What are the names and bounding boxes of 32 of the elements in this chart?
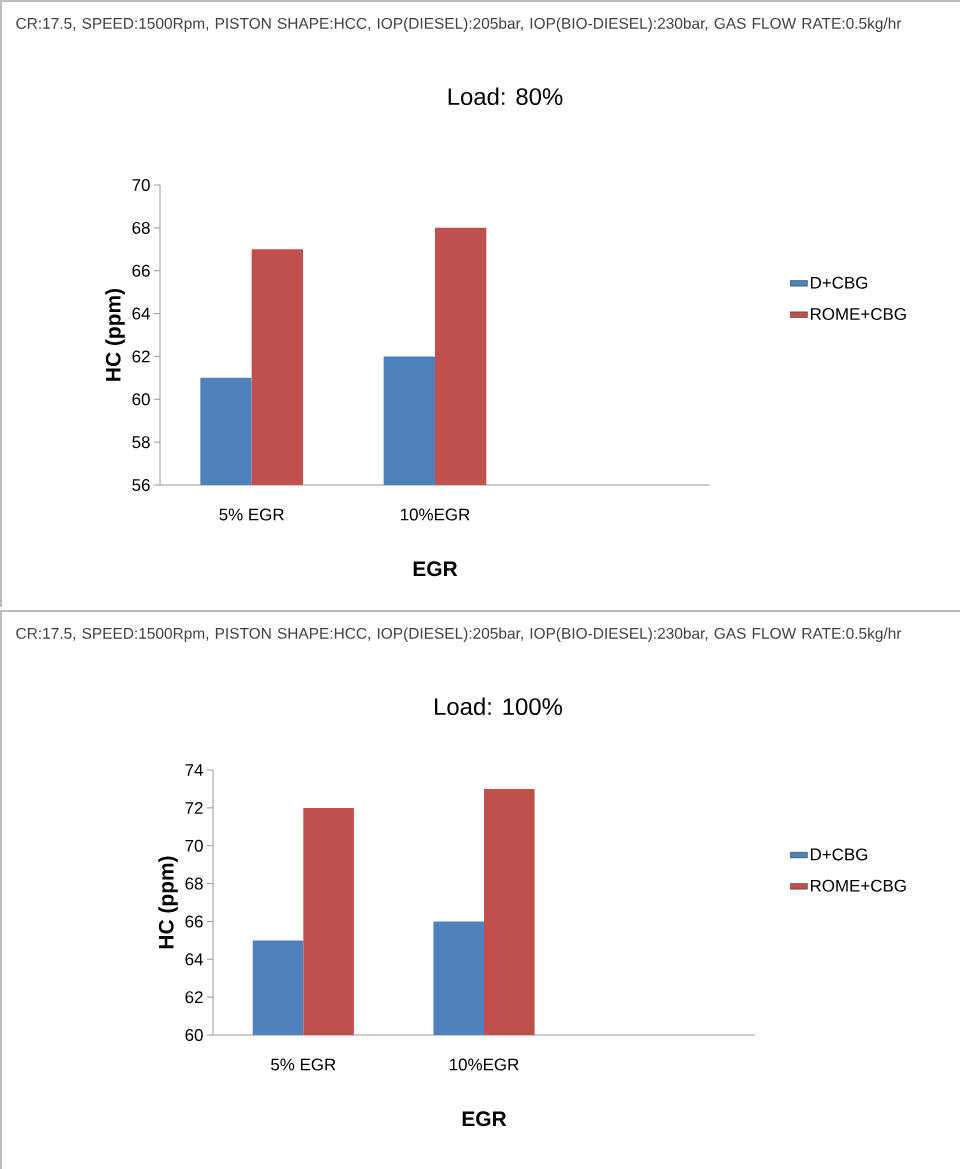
y-tick-label: 66 [132,264,150,277]
y-tick-label: 70 [185,839,203,852]
y-tick-label: 58 [132,436,150,449]
y-axis-title: HC (ppm) [158,856,178,949]
y-tick-label: 62 [185,991,203,1004]
y-tick-label: 66 [185,915,203,928]
y-tick-label: 60 [132,393,150,406]
y-tick-label: 60 [185,1029,203,1042]
legend-label: ROME+CBG [810,308,906,321]
legend-label: ROME+CBG [810,879,906,892]
chart-title: Load: 80% [448,87,563,106]
x-tick-label: 10%EGR [450,1058,519,1071]
x-axis-title: EGR [462,1111,507,1127]
y-tick-label: 64 [185,953,203,966]
x-axis-title: EGR [413,561,458,577]
y-tick-label: 74 [185,764,203,776]
y-tick-label: 56 [132,479,150,492]
x-tick-label: 10%EGR [401,508,470,521]
chart-subtitle: CR:17.5, SPEED:1500Rpm, PISTON SHAPE:HCC, IOP(DIESEL):205bar, IOP(BIO-DIESEL):230bar, GAS FLOW RATE:0.5kg/hr [16,17,902,32]
y-tick-label: 64 [132,307,150,320]
chart-subtitle: CR:17.5, SPEED:1500Rpm, PISTON SHAPE:HCC, IOP(DIESEL):205bar, IOP(BIO-DIESEL):230bar, GAS FLOW RATE:0.5kg/hr [16,627,902,642]
legend-label: D+CBG [810,848,868,861]
x-tick-label: 5% EGR [219,508,284,521]
chart-title: Load: 100% [435,697,563,716]
y-tick-label: 62 [132,350,150,363]
y-tick-label: 68 [185,877,203,890]
y-axis-title: HC (ppm) [105,289,125,381]
legend-label: D+CBG [810,276,868,289]
y-tick-label: 68 [132,221,150,234]
y-tick-label: 72 [185,801,203,814]
x-tick-label: 5% EGR [271,1058,336,1071]
y-tick-label: 70 [132,179,150,192]
